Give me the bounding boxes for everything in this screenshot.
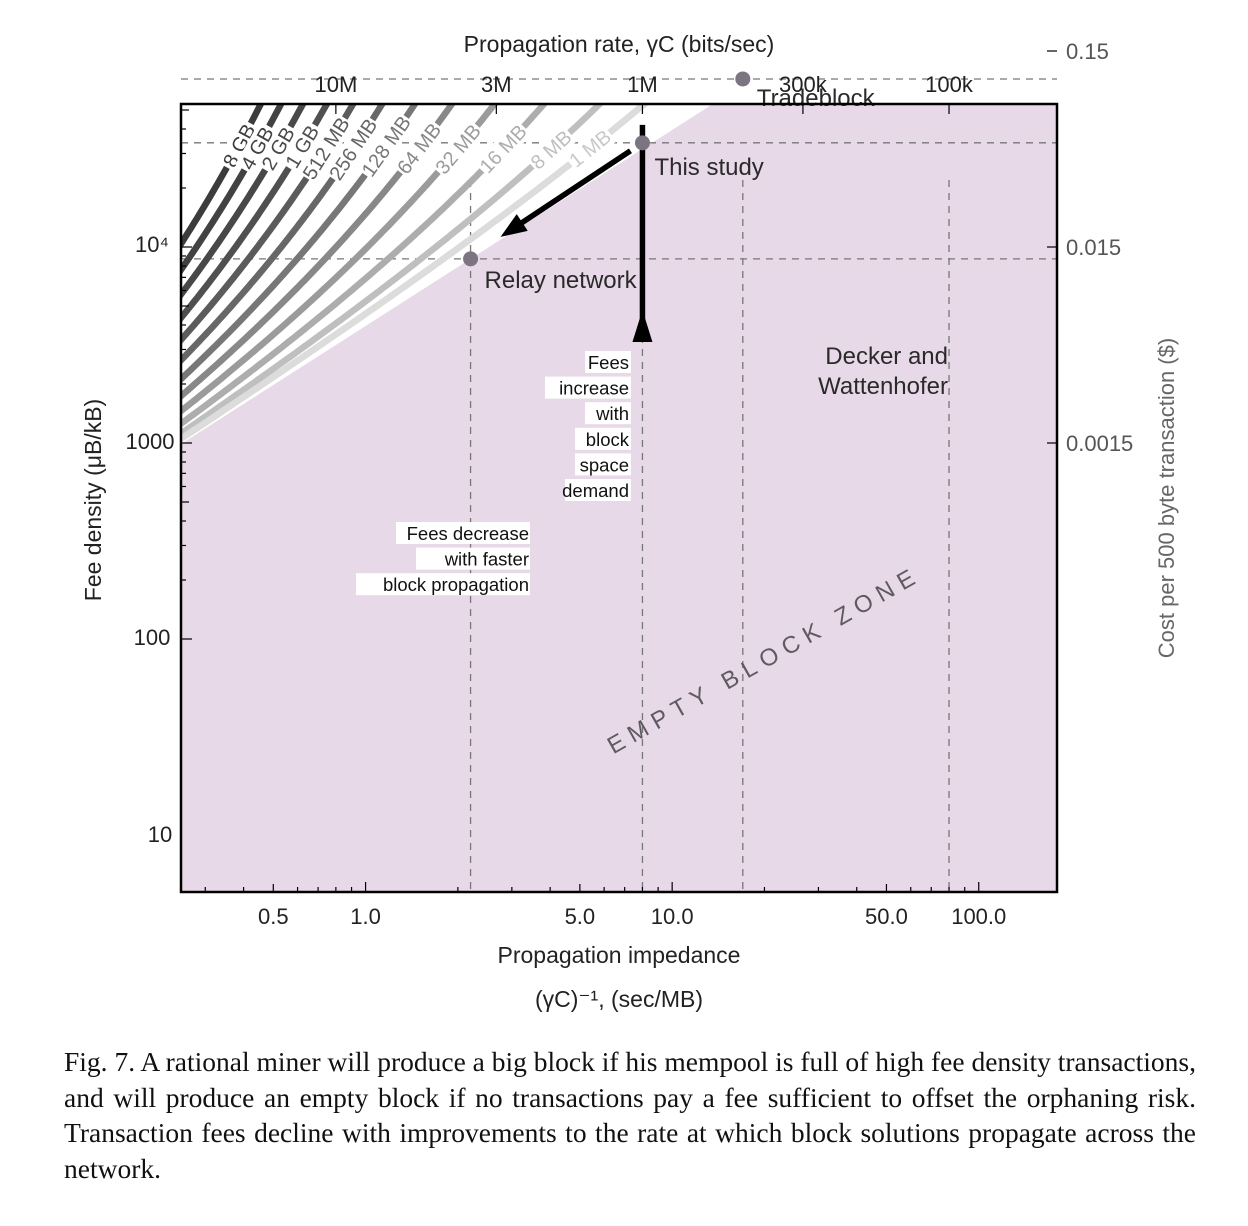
curve-label-bg xyxy=(563,124,617,173)
fees-decrease-bg-2 xyxy=(356,573,530,596)
label-tradeblock: Tradeblock xyxy=(757,85,876,112)
y-axis-label: Fee density (μB/kB) xyxy=(80,399,106,601)
y-tick-label: 1000 xyxy=(126,429,175,454)
fees-increase-line-2: with xyxy=(595,403,629,424)
fees-increase-arrow-head xyxy=(632,310,653,342)
fees-increase-line-0: Fees xyxy=(588,352,629,373)
top-tick-label: 300k xyxy=(779,72,828,97)
y-tick-label: 10 xyxy=(148,822,172,847)
figure-caption: Fig. 7. A rational miner will produce a … xyxy=(64,1046,1196,1184)
x-tick-label: 0.5 xyxy=(258,904,289,929)
x-tick-label: 50.0 xyxy=(865,904,908,929)
curve-256-mb xyxy=(181,104,387,365)
curve-label-bg xyxy=(391,117,447,180)
right-tick-label: 0.15 xyxy=(1066,39,1109,64)
curve-64-mb xyxy=(181,104,456,401)
fees-decrease-bg-0 xyxy=(396,522,530,544)
right-axis-label: Cost per 500 byte transaction ($) xyxy=(1154,338,1179,658)
curve-1-mb xyxy=(181,104,650,443)
data-points xyxy=(463,71,751,267)
fees-increase-bg-2 xyxy=(585,402,631,425)
curve-label-bg xyxy=(474,119,532,179)
right-tick-label: 0.0015 xyxy=(1066,431,1133,456)
top-tick-label: 10M xyxy=(314,72,357,97)
x-tick-label: 1.0 xyxy=(350,904,381,929)
curve-label: 16 MB xyxy=(476,121,532,178)
fees-increase-bg-4 xyxy=(575,453,631,476)
curve-label-bg xyxy=(356,110,416,182)
fees-decrease-arrow-shaft xyxy=(515,148,632,229)
fees-decrease-bg-1 xyxy=(416,547,530,570)
fees-decrease-line-1: with faster xyxy=(444,549,529,570)
right-tick-label: 0.015 xyxy=(1066,235,1121,260)
curve-8-mb xyxy=(181,104,605,438)
curve-label-bg xyxy=(297,112,355,185)
x-axis-label-line1: Propagation impedance xyxy=(498,942,741,968)
curve-16-mb xyxy=(181,104,549,428)
plot-frame xyxy=(179,102,1059,894)
top-axis-label: Propagation rate, γC (bits/sec) xyxy=(464,31,775,57)
curve-label-bg xyxy=(279,119,325,174)
fees-increase-line-4: space xyxy=(580,454,629,475)
top-tick-label: 1M xyxy=(627,72,658,97)
x-tick-label: 100.0 xyxy=(951,904,1006,929)
fees-increase-line-3: block xyxy=(586,429,630,450)
label-this-study: This study xyxy=(654,154,763,181)
point-tradeblock xyxy=(735,71,751,87)
label-decker-1: Decker and xyxy=(825,343,948,370)
y-tick-label: 100 xyxy=(134,625,171,650)
fees-increase-bg-1 xyxy=(545,376,631,399)
top-tick-label: 100k xyxy=(925,72,974,97)
fees-increase-line-5: demand xyxy=(562,480,629,501)
x-tick-label: 5.0 xyxy=(565,904,596,929)
fees-increase-bg-3 xyxy=(575,427,631,450)
fees-decrease-line-0: Fees decrease xyxy=(407,523,529,544)
curve-label-bg xyxy=(324,113,382,185)
curve-label-bg xyxy=(525,124,577,175)
axes: 0.5 1.0 5.0 10.0 50.0 100.0 Propagation impeda… xyxy=(80,31,1179,1012)
curve-label-bg xyxy=(235,121,279,176)
fees-decrease-line-2: block propagation xyxy=(383,574,529,595)
curve-128-mb xyxy=(181,104,419,384)
annotation-arrows xyxy=(500,124,653,342)
fees-increase-bg-0 xyxy=(585,351,631,373)
fees-increase-bg-5 xyxy=(565,479,631,501)
curve-32-mb xyxy=(181,104,499,416)
fees-increase-line-1: increase xyxy=(559,378,629,399)
label-relay-network: Relay network xyxy=(485,267,638,294)
point-this-study xyxy=(634,135,650,151)
fees-decrease-arrow-head xyxy=(500,214,528,237)
curve-label-bg xyxy=(217,118,261,173)
label-decker-2: Wattenhofer xyxy=(818,373,948,400)
point-relay-network xyxy=(463,251,479,267)
top-tick-label: 3M xyxy=(481,72,512,97)
curve-label-bg xyxy=(430,118,486,180)
x-tick-label: 10.0 xyxy=(651,904,694,929)
curve-label-bg xyxy=(255,121,301,176)
y-tick-label: 10⁴ xyxy=(135,232,169,257)
x-axis-label-line2: (γC)⁻¹, (sec/MB) xyxy=(535,986,703,1012)
